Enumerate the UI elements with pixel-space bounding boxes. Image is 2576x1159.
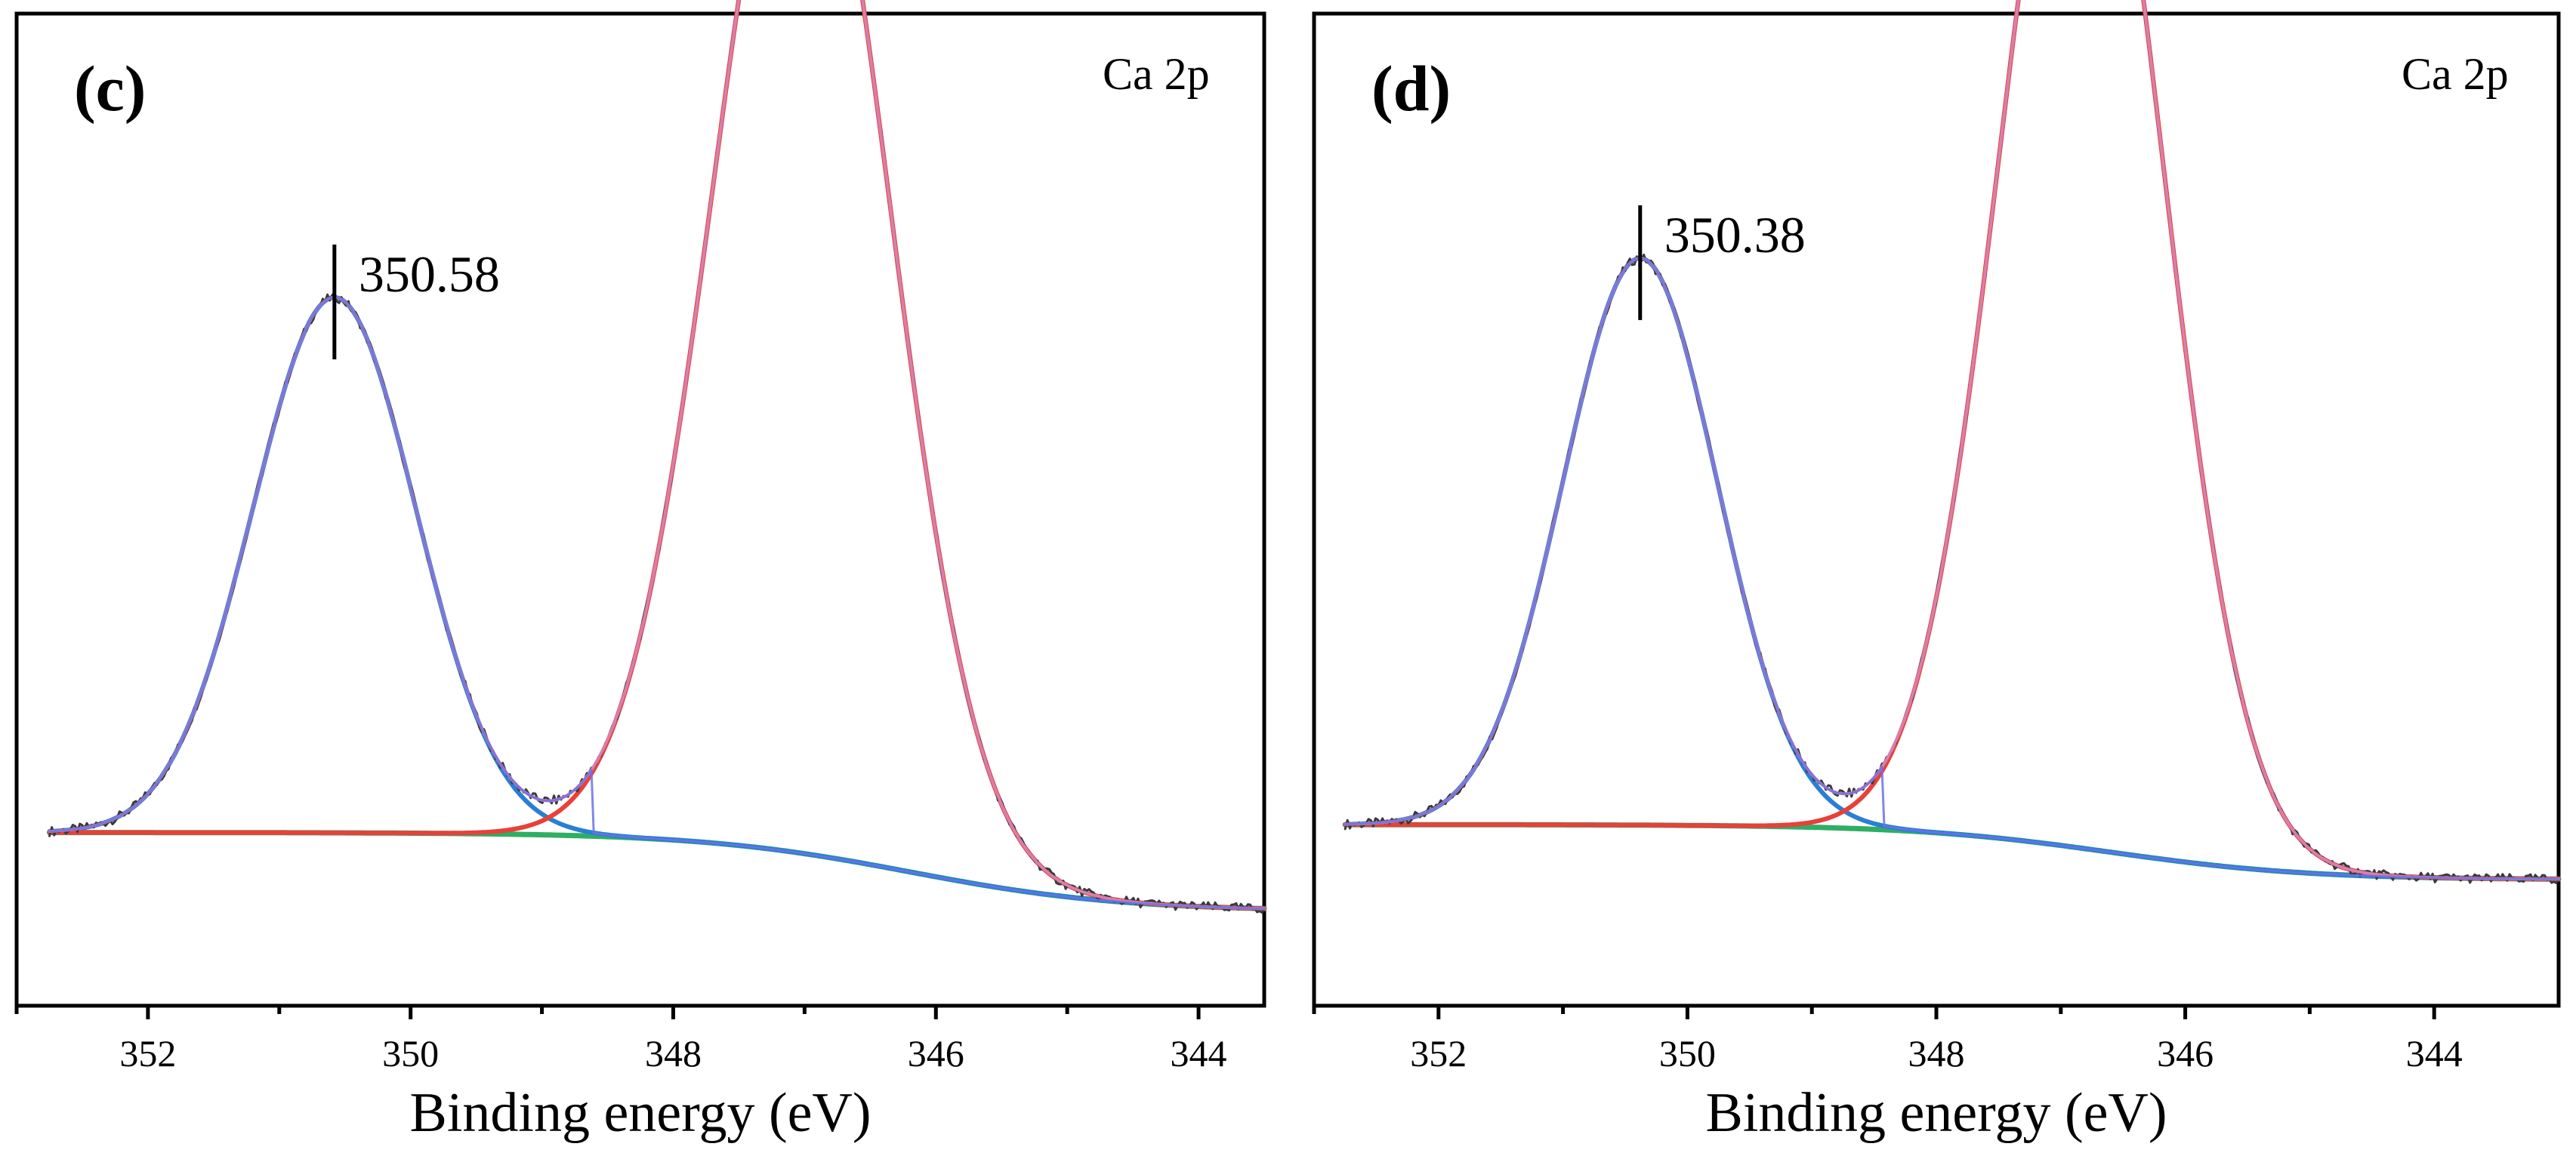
panel-c-series-2p3-2-fit bbox=[47, 0, 1266, 911]
panel-c-title: Ca 2p bbox=[1103, 49, 1210, 99]
panel-c-label: (c) bbox=[74, 52, 146, 125]
panel-d-x-tick-label-348: 348 bbox=[1908, 1032, 1965, 1074]
panel-c-ca-2p: (c) Ca 2p Binding energy (eV) 352 350 348 3… bbox=[14, 0, 1267, 1144]
panel-d-series-2p1-2-fit bbox=[1343, 256, 2561, 882]
panel-c-series-2p1-2-envelope bbox=[48, 296, 1266, 910]
panel-d-series-envelope-fit bbox=[1344, 0, 2560, 881]
panel-d-series-raw-data bbox=[1344, 0, 2560, 884]
panel-c-peak-label-1: 350.58 bbox=[359, 245, 500, 303]
panel-d-label: (d) bbox=[1371, 52, 1451, 125]
panel-c-x-tick-label-344: 344 bbox=[1171, 1032, 1227, 1074]
panel-d-x-tick-label-350: 350 bbox=[1659, 1032, 1716, 1074]
panel-d-x-tick-label-344: 344 bbox=[2406, 1032, 2463, 1074]
panel-d-series-2p3-2-fit bbox=[1343, 0, 2561, 882]
panel-c-series-envelope-fit bbox=[48, 0, 1266, 911]
panel-c-frame bbox=[14, 11, 1266, 1008]
panel-c-x-tick-label-352: 352 bbox=[119, 1032, 176, 1074]
panel-c-series-2p1-2-fit bbox=[47, 294, 1266, 911]
panel-c-x-tick-label-346: 346 bbox=[908, 1032, 964, 1074]
panel-d-ca-2p: (d) Ca 2p Binding energy (eV) 352 350 348 3… bbox=[1312, 0, 2562, 1144]
panel-c-x-axis-label: Binding energy (eV) bbox=[409, 1082, 871, 1144]
panel-d-frame bbox=[1312, 11, 2561, 1008]
panel-d-x-tick-label-352: 352 bbox=[1410, 1032, 1467, 1074]
panel-d-title: Ca 2p bbox=[2402, 49, 2509, 99]
panel-c-x-tick-label-348: 348 bbox=[645, 1032, 702, 1074]
panel-d-x-tick-label-346: 346 bbox=[2157, 1032, 2214, 1074]
panel-c-series-raw-data bbox=[48, 0, 1266, 914]
panel-d-x-axis-label: Binding energy (eV) bbox=[1705, 1082, 2167, 1144]
panel-d-peak-label-1: 350.38 bbox=[1664, 206, 1806, 264]
panel-c-x-tick-label-350: 350 bbox=[382, 1032, 439, 1074]
panel-d-series-2p1-2-envelope bbox=[1344, 257, 2560, 880]
